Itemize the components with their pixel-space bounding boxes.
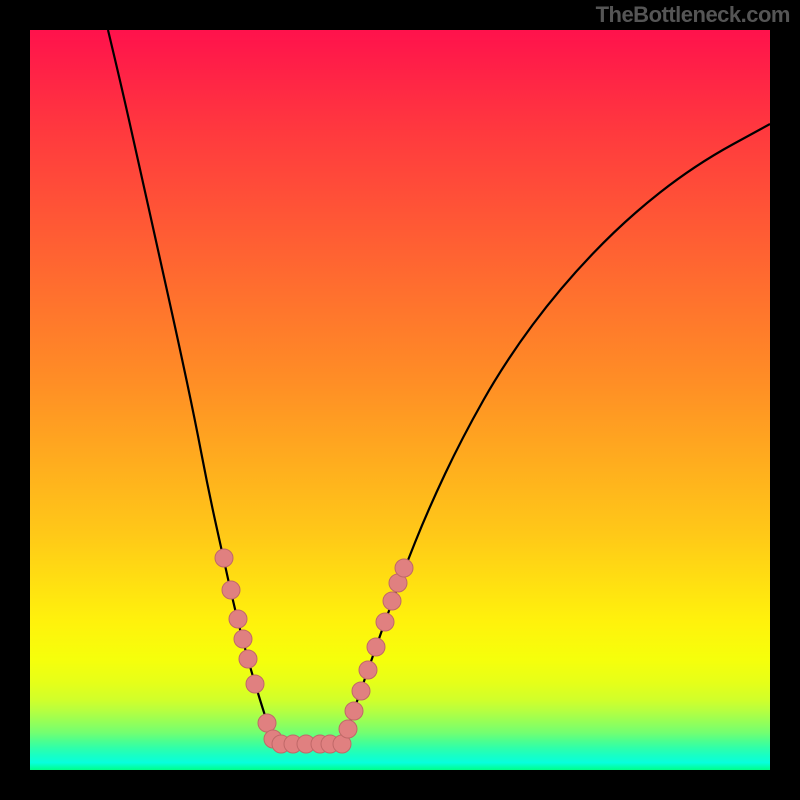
data-marker: [339, 720, 357, 738]
data-marker: [258, 714, 276, 732]
watermark-text: TheBottleneck.com: [596, 2, 790, 28]
chart-container: TheBottleneck.com: [0, 0, 800, 800]
data-marker: [376, 613, 394, 631]
data-marker: [234, 630, 252, 648]
data-marker: [239, 650, 257, 668]
data-marker: [246, 675, 264, 693]
data-marker: [367, 638, 385, 656]
curve-right-branch: [342, 124, 770, 744]
data-marker: [215, 549, 233, 567]
data-marker: [383, 592, 401, 610]
data-marker: [229, 610, 247, 628]
data-marker: [222, 581, 240, 599]
data-marker: [352, 682, 370, 700]
data-marker: [395, 559, 413, 577]
marker-group: [215, 549, 413, 753]
curve-overlay: [0, 0, 800, 800]
data-marker: [345, 702, 363, 720]
data-marker: [359, 661, 377, 679]
